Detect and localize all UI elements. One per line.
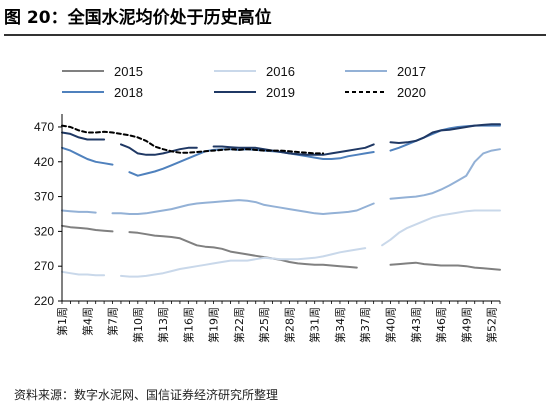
x-tick-label: 第49周 <box>459 307 473 343</box>
legend-label: 2016 <box>266 64 295 79</box>
series-line-2018 <box>128 148 375 177</box>
x-tick-label: 第10周 <box>131 307 145 343</box>
legend-label: 2020 <box>397 85 426 100</box>
x-tick-label: 第25周 <box>257 307 271 343</box>
legend-item-2019: 2019 <box>214 85 295 100</box>
series-2019 <box>61 123 501 156</box>
series-line-2019 <box>212 143 375 156</box>
source-note: 资料来源：数字水泥网、国信证券经济研究所整理 <box>14 388 279 402</box>
x-tick-label: 第1周 <box>55 307 69 336</box>
series-line-2020 <box>61 124 325 155</box>
legend-item-2015: 2015 <box>62 64 143 79</box>
x-tick-label: 第28周 <box>282 307 296 343</box>
series-2017 <box>61 148 501 215</box>
x-tick-label: 第19周 <box>207 307 221 343</box>
series-line-2016 <box>381 209 501 247</box>
legend-label: 2018 <box>114 85 143 100</box>
y-tick-label: 420 <box>34 155 54 169</box>
x-tick-label: 第22周 <box>232 307 246 343</box>
legend-label: 2019 <box>266 85 295 100</box>
x-tick-label: 第13周 <box>156 307 170 343</box>
legend-item-2017: 2017 <box>345 64 426 79</box>
legend-item-2016: 2016 <box>214 64 295 79</box>
legend-item-2020: 2020 <box>345 85 426 100</box>
series-line-2016 <box>120 247 367 278</box>
x-tick-label: 第43周 <box>409 307 423 343</box>
series-line-2018 <box>61 146 114 166</box>
legend-item-2018: 2018 <box>62 85 143 100</box>
y-tick-label: 370 <box>34 190 54 204</box>
legend-label: 2015 <box>114 64 143 79</box>
series-line-2015 <box>61 224 114 233</box>
series-line-2017 <box>389 148 501 200</box>
series-line-2019 <box>61 131 106 141</box>
plot-area <box>61 123 501 278</box>
x-tick-label: 第40周 <box>384 307 398 343</box>
x-tick-label: 第4周 <box>80 307 94 336</box>
x-tick-label: 第16周 <box>181 307 195 343</box>
series-2016 <box>61 209 501 278</box>
series-line-2017 <box>61 209 97 214</box>
x-tick-label: 第46周 <box>434 307 448 343</box>
series-line-2019 <box>389 123 501 144</box>
chart-legend: 2015 2016 2017 2018 2019 2020 <box>62 64 426 100</box>
x-tick-label: 第52周 <box>485 307 499 343</box>
x-tick-label: 第34周 <box>333 307 347 343</box>
title-divider <box>4 34 546 36</box>
series-line-2016 <box>61 270 106 277</box>
y-tick-label: 220 <box>34 294 54 308</box>
y-tick-label: 320 <box>34 224 54 238</box>
series-line-2019 <box>120 143 198 156</box>
series-2015 <box>61 224 501 271</box>
series-line-2017 <box>111 199 375 215</box>
x-tick-label: 第31周 <box>308 307 322 343</box>
series-2020 <box>61 124 325 155</box>
legend-label: 2017 <box>397 64 426 79</box>
series-line-2015 <box>128 231 358 269</box>
chart-axes: 220270320370420470第1周 第4周 第7周 第10周 第13周 第16周第… <box>34 114 501 343</box>
x-tick-label: 第7周 <box>106 307 120 336</box>
y-tick-label: 470 <box>34 120 54 134</box>
series-line-2015 <box>389 261 501 271</box>
chart-title: 图 20：全国水泥均价处于历史高位 <box>4 8 272 28</box>
x-tick-label: 第37周 <box>358 307 372 343</box>
y-tick-label: 270 <box>34 259 54 273</box>
